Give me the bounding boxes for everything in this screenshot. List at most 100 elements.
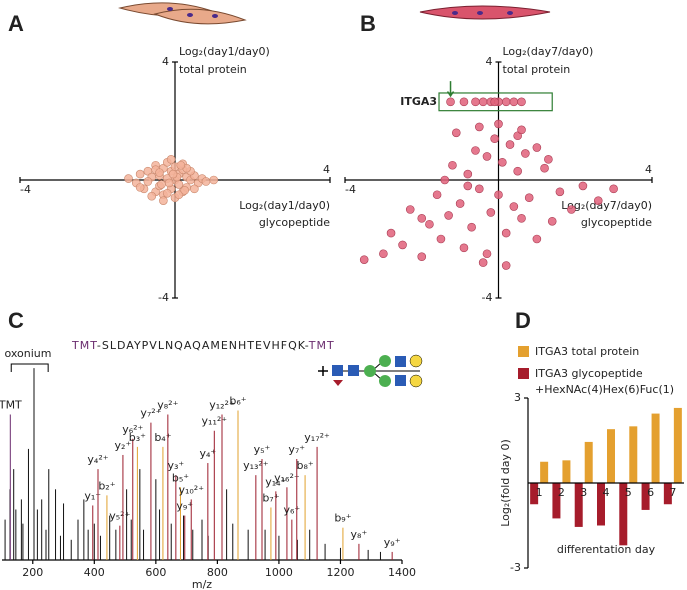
point bbox=[147, 191, 157, 201]
bar bbox=[651, 413, 660, 483]
ion-label: y₉⁺ bbox=[384, 536, 401, 549]
point bbox=[436, 234, 446, 244]
ion-label: b₆⁺ bbox=[229, 395, 246, 408]
point bbox=[425, 219, 434, 229]
ion-label: y₁₀²⁺ bbox=[178, 483, 204, 496]
y-tick-label: -3 bbox=[510, 561, 521, 574]
point bbox=[475, 122, 484, 132]
sequence-part: TMT bbox=[71, 339, 97, 352]
point bbox=[567, 205, 576, 214]
x-tick-label: 4 bbox=[323, 163, 330, 176]
x-tick-label: 200 bbox=[22, 566, 43, 579]
point bbox=[417, 252, 427, 262]
ion-label: y₁₄⁺ bbox=[265, 475, 286, 488]
bar bbox=[619, 483, 628, 546]
oxonium-label: oxonium bbox=[4, 347, 51, 360]
point bbox=[451, 128, 461, 138]
y-tick-label: -4 bbox=[158, 291, 169, 304]
point bbox=[440, 175, 450, 185]
ion-label: y₈²⁺ bbox=[157, 399, 178, 412]
point bbox=[159, 196, 168, 205]
point bbox=[405, 205, 415, 214]
x-tick-label: 1200 bbox=[326, 566, 354, 579]
oxonium-bracket bbox=[10, 363, 49, 372]
y-tick-label: 4 bbox=[162, 55, 169, 68]
point bbox=[190, 184, 199, 194]
legend-label: ITGA3 glycopeptide bbox=[535, 367, 643, 380]
point bbox=[124, 174, 133, 183]
point bbox=[509, 97, 519, 107]
ion-label: TMT bbox=[0, 399, 22, 412]
x-tick-label: 1000 bbox=[265, 566, 293, 579]
point bbox=[180, 186, 189, 195]
point bbox=[209, 175, 219, 185]
point bbox=[490, 134, 499, 143]
point bbox=[490, 97, 499, 107]
point bbox=[174, 190, 184, 200]
x-tick-label: 4 bbox=[603, 486, 610, 499]
legend-label: +HexNAc(4)Hex(6)Fuc(1) bbox=[535, 383, 674, 396]
ion-label: y₁₂²⁺ bbox=[209, 399, 235, 412]
x-tick-label: 800 bbox=[207, 566, 228, 579]
cell-icon bbox=[118, 2, 247, 25]
x-tick-label: -4 bbox=[20, 183, 31, 196]
bar bbox=[552, 483, 561, 519]
point bbox=[176, 160, 186, 170]
point bbox=[478, 258, 488, 267]
y-axis-label: Log₂(day7/day0) bbox=[503, 45, 594, 58]
x-tick-label: 600 bbox=[145, 566, 166, 579]
bar bbox=[562, 460, 571, 483]
x-axis-label: Log₂(day1/day0) bbox=[239, 199, 330, 212]
point bbox=[201, 177, 211, 186]
point bbox=[555, 187, 565, 197]
legend-swatch bbox=[518, 368, 529, 379]
point bbox=[459, 243, 469, 253]
x-tick-label: 2 bbox=[558, 486, 565, 499]
ion-label: y₁⁺ bbox=[84, 489, 101, 502]
peptide-sequence: TMT-SLDAYPVLNQAQAMENHTEVHFQK-TMT bbox=[71, 339, 335, 352]
bar bbox=[607, 429, 615, 483]
ion-label: y₅⁺ bbox=[254, 443, 271, 456]
x-tick-label: 6 bbox=[647, 486, 654, 499]
ion-label: y₁₇²⁺ bbox=[304, 431, 330, 444]
point bbox=[498, 158, 507, 167]
x-axis-label: m/z bbox=[192, 578, 212, 590]
point bbox=[532, 143, 542, 152]
point bbox=[417, 214, 427, 223]
x-tick-label: 5 bbox=[625, 486, 632, 499]
point bbox=[524, 193, 534, 202]
point bbox=[386, 228, 396, 238]
point bbox=[482, 249, 492, 259]
arrow bbox=[446, 81, 455, 98]
ion-label: y₉⁺ bbox=[176, 500, 193, 513]
point bbox=[517, 97, 526, 107]
bar bbox=[574, 483, 583, 527]
point bbox=[455, 199, 465, 208]
point bbox=[467, 222, 476, 232]
point bbox=[459, 97, 469, 107]
x-tick-label: 1400 bbox=[388, 566, 416, 579]
point bbox=[155, 168, 164, 177]
point bbox=[135, 183, 145, 192]
ion-label: b₇⁺ bbox=[262, 491, 279, 504]
ion-label: y₄⁺ bbox=[199, 447, 216, 460]
panel-label: D bbox=[515, 308, 531, 333]
ion-label: y₁₆²⁺ bbox=[274, 471, 300, 484]
point bbox=[471, 97, 480, 107]
x-axis-label: differentation day bbox=[557, 543, 656, 556]
point bbox=[166, 155, 176, 164]
highlight-box bbox=[438, 92, 553, 112]
ion-label: y₆²⁺ bbox=[122, 423, 143, 436]
ion-label: y₈⁺ bbox=[351, 528, 368, 541]
point bbox=[444, 211, 453, 220]
ion-label: b₈⁺ bbox=[296, 459, 313, 472]
point bbox=[547, 217, 557, 226]
glycan-icon bbox=[318, 354, 423, 388]
ion-label: y₇⁺ bbox=[288, 443, 305, 456]
point bbox=[398, 240, 407, 250]
ion-label: y₄²⁺ bbox=[87, 453, 108, 466]
point bbox=[532, 234, 542, 244]
point bbox=[168, 169, 178, 179]
point bbox=[379, 249, 388, 259]
